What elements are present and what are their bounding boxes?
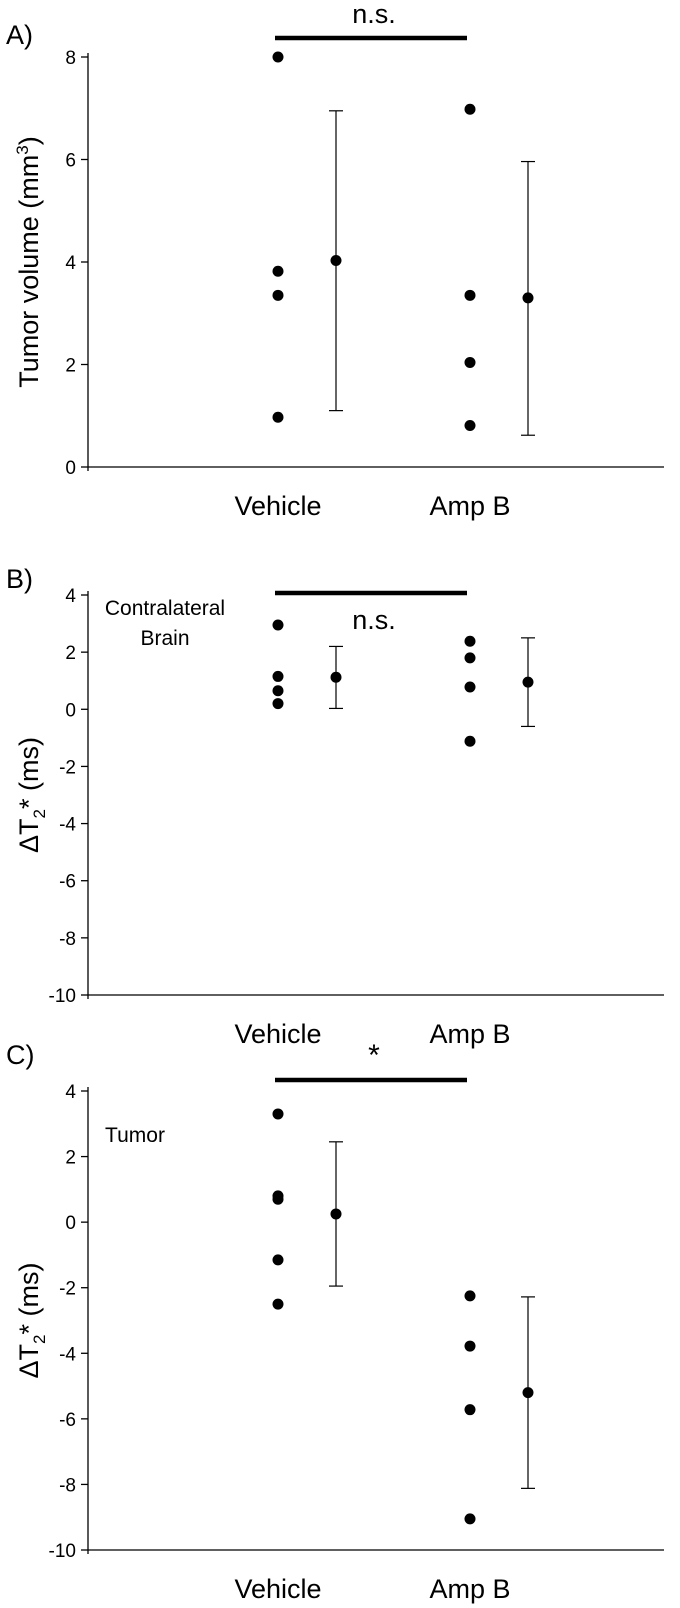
data-point: [464, 1513, 476, 1525]
data-point: [272, 685, 284, 697]
data-point: [272, 619, 284, 631]
data-point: [272, 289, 284, 301]
y-tick-label: 0: [65, 458, 76, 479]
mean-point: [522, 292, 534, 304]
category-label: Vehicle: [234, 1019, 321, 1049]
data-point: [464, 419, 476, 431]
category-label: Amp B: [429, 1574, 510, 1604]
mean-point: [330, 254, 342, 266]
data-point: [464, 681, 476, 693]
y-tick-label: -4: [59, 815, 76, 836]
data-point: [464, 652, 476, 664]
y-tick-label: 2: [65, 643, 76, 664]
y-tick-label: 6: [65, 151, 76, 172]
significance-annotation: n.s.: [352, 0, 396, 29]
panel-1: A) 0 2 4 6 8 Tumor volume (mm3) Vehicle Amp B n.s…: [6, 0, 664, 521]
y-tick-label: 4: [65, 1082, 76, 1103]
inline-label: Brain: [140, 627, 189, 650]
y-tick-label: 2: [65, 1148, 76, 1169]
y-tick-label: 8: [65, 48, 76, 69]
data-point: [464, 735, 476, 747]
inline-label: Tumor: [105, 1124, 165, 1147]
data-point: [464, 1404, 476, 1416]
data-point: [464, 1340, 476, 1352]
panel-label: C): [6, 1040, 35, 1070]
data-point: [272, 1298, 284, 1310]
y-tick-label: -8: [59, 929, 76, 950]
panel-2: B) -10 -8 -6 -4 -2 0 2 4 ΔT2* (ms) Vehicle Amp B n.s…: [6, 564, 664, 1049]
data-point: [272, 265, 284, 277]
data-point: [272, 1108, 284, 1120]
y-tick-label: -4: [59, 1344, 76, 1365]
data-point: [272, 1254, 284, 1266]
y-tick-label: 4: [65, 586, 76, 607]
y-tick-label: 0: [65, 1213, 76, 1234]
panel-label: A): [6, 20, 33, 50]
y-tick-label: -8: [59, 1475, 76, 1496]
mean-point: [522, 1387, 534, 1399]
mean-point: [522, 676, 534, 688]
data-point: [464, 356, 476, 368]
category-label: Amp B: [429, 1019, 510, 1049]
data-point: [464, 1290, 476, 1302]
y-tick-label: 0: [65, 700, 76, 721]
data-point: [464, 289, 476, 301]
data-point: [464, 103, 476, 115]
significance-annotation: n.s.: [352, 605, 396, 635]
y-tick-label: -2: [59, 1279, 76, 1300]
data-point: [464, 635, 476, 647]
panel-label: B): [6, 564, 33, 594]
data-point: [272, 670, 284, 682]
y-tick-label: 2: [65, 356, 76, 377]
y-tick-label: -6: [59, 872, 76, 893]
data-point: [272, 1193, 284, 1205]
y-tick-label: -6: [59, 1410, 76, 1431]
y-tick-label: -10: [49, 1541, 76, 1562]
y-tick-label: -10: [49, 986, 76, 1007]
y-axis-label: Tumor volume (mm3): [13, 136, 44, 388]
category-label: Vehicle: [234, 491, 321, 521]
category-label: Amp B: [429, 491, 510, 521]
y-tick-label: -2: [59, 757, 76, 778]
y-axis-label: ΔT2* (ms): [14, 1263, 49, 1379]
mean-point: [330, 671, 342, 683]
significance-annotation: *: [368, 1039, 380, 1072]
mean-point: [330, 1208, 342, 1220]
data-point: [272, 51, 284, 63]
data-point: [272, 411, 284, 423]
inline-label: Contralateral: [105, 597, 225, 620]
data-point: [272, 698, 284, 710]
category-label: Vehicle: [234, 1574, 321, 1604]
y-tick-label: 4: [65, 253, 76, 274]
panel-3: C) -10 -8 -6 -4 -2 0 2 4 ΔT2* (ms) Vehicle Amp B * Tu…: [6, 1039, 664, 1604]
y-axis-label: ΔT2* (ms): [14, 737, 49, 853]
